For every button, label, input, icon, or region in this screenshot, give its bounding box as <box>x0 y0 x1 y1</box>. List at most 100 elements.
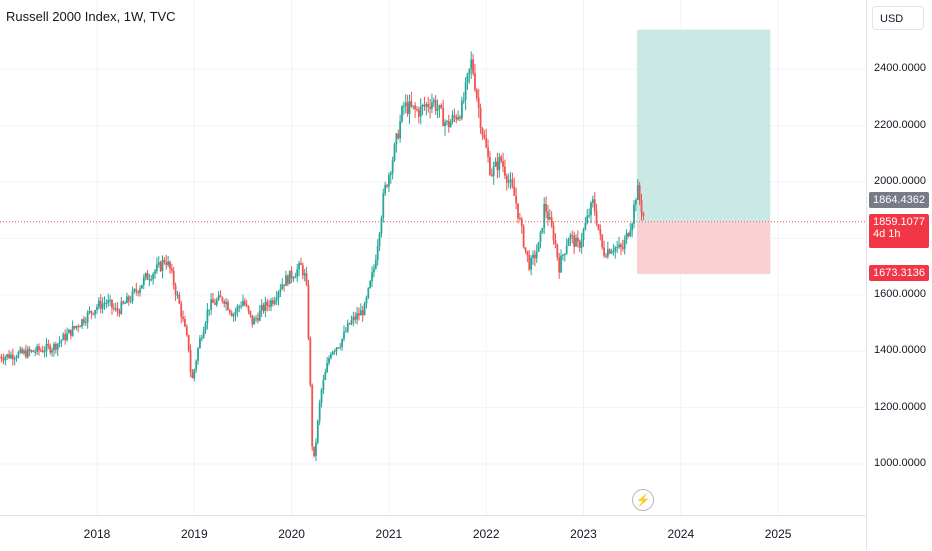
candle-body <box>122 301 125 304</box>
candle-body <box>404 102 407 106</box>
candle-body <box>552 226 555 241</box>
candle-body <box>588 215 591 217</box>
candle-body <box>369 281 372 288</box>
candle-body <box>457 116 460 120</box>
bar-countdown: 4d 1h <box>873 228 901 240</box>
candle-body <box>350 320 353 324</box>
candle-body <box>178 294 181 304</box>
candle-body <box>453 115 456 117</box>
candle-body <box>504 166 506 176</box>
candle-body <box>68 329 70 334</box>
candle-body <box>15 357 18 359</box>
candle-body <box>576 237 579 242</box>
candle-body <box>137 291 140 293</box>
candle-body <box>550 217 553 227</box>
candle-body <box>532 254 534 259</box>
candle-body <box>10 354 12 359</box>
candle-body <box>475 89 478 99</box>
candle-body <box>341 338 344 347</box>
candle-body <box>315 442 317 457</box>
candle-body <box>258 310 261 321</box>
candle-body <box>344 331 347 333</box>
time-scale[interactable] <box>0 515 866 551</box>
candle-body <box>79 326 82 328</box>
candle-body <box>466 74 469 83</box>
chart-area[interactable]: Russell 2000 Index, 1W, TVC <box>0 0 866 515</box>
candle-body <box>227 301 229 310</box>
candle-body <box>301 264 304 276</box>
candle-body <box>371 272 373 282</box>
candle-body <box>84 322 87 324</box>
candle-body <box>595 211 598 225</box>
candle-body <box>273 300 276 304</box>
candle-body <box>528 255 531 270</box>
candle-body <box>442 107 445 127</box>
candle-body <box>112 307 115 309</box>
candle-body <box>447 120 450 128</box>
candle-body <box>545 203 547 212</box>
last-price-label: 1859.1077 4d 1h <box>869 214 929 248</box>
candle-body <box>228 309 231 313</box>
candle-body <box>502 161 504 167</box>
candle-body <box>305 273 308 285</box>
candle-body <box>268 305 271 307</box>
candle-body <box>627 233 630 237</box>
long-position-tool[interactable] <box>637 29 771 275</box>
candle-body <box>438 105 441 110</box>
candle-body <box>606 249 609 257</box>
candle-body <box>94 310 97 315</box>
stop-loss-label: 1673.3136 <box>869 265 929 281</box>
price-tick-label: 2200.0000 <box>874 118 926 131</box>
candle-body <box>19 349 22 353</box>
candle-body <box>303 273 306 276</box>
candle-body <box>307 284 310 339</box>
candle-body <box>219 295 222 298</box>
candle-body <box>356 313 358 320</box>
candle-body <box>286 275 289 284</box>
candle-body <box>212 299 214 303</box>
candle-body <box>99 300 102 309</box>
candle-body <box>318 402 321 421</box>
candle-body <box>251 315 254 325</box>
price-scale[interactable] <box>866 0 932 550</box>
candle-body <box>182 316 184 319</box>
time-tick-label: 2018 <box>83 527 111 541</box>
candle-body <box>184 318 186 327</box>
loss-zone[interactable] <box>637 221 771 275</box>
candle-body <box>616 247 619 249</box>
candlestick-chart[interactable] <box>0 0 866 515</box>
profit-zone[interactable] <box>637 29 771 222</box>
time-tick-label: 2025 <box>764 527 792 541</box>
candle-body <box>247 306 250 311</box>
candle-body <box>498 156 501 171</box>
candle-body <box>636 185 639 200</box>
candle-body <box>560 255 562 273</box>
candle-body <box>464 82 467 100</box>
candle-body <box>468 68 471 75</box>
candle-body <box>66 333 68 341</box>
candle-body <box>402 105 405 107</box>
candle-body <box>234 311 237 315</box>
candle-body <box>24 350 27 358</box>
candle-body <box>562 255 564 257</box>
currency-button[interactable]: USD <box>872 6 924 30</box>
candle-body <box>120 301 123 314</box>
candle-body <box>472 59 475 74</box>
candle-body <box>520 218 523 227</box>
candle-body <box>0 356 3 360</box>
candle-body <box>490 174 493 176</box>
candle-body <box>554 240 557 245</box>
candle-body <box>92 313 95 315</box>
price-tick-label: 1400.0000 <box>874 344 926 357</box>
candle-body <box>152 273 155 280</box>
candle-body <box>481 128 484 136</box>
candle-body <box>479 107 482 129</box>
candle-body <box>533 254 536 259</box>
candle-body <box>288 270 291 284</box>
candle-body <box>111 299 113 308</box>
lightning-icon[interactable]: ⚡ <box>632 489 654 511</box>
candle-body <box>199 338 201 349</box>
candle-body <box>96 306 98 311</box>
candle-body <box>408 101 411 114</box>
candle-body <box>75 326 78 328</box>
